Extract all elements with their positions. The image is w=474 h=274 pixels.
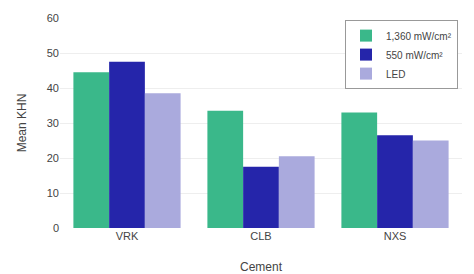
svg-text:40: 40 <box>47 82 59 94</box>
svg-text:Mean KHN: Mean KHN <box>15 94 29 153</box>
svg-text:0: 0 <box>53 222 59 234</box>
svg-text:LED: LED <box>386 69 405 80</box>
svg-text:50: 50 <box>47 47 59 59</box>
svg-text:60: 60 <box>47 12 59 24</box>
svg-text:550 mW/cm²: 550 mW/cm² <box>386 50 443 61</box>
svg-text:20: 20 <box>47 152 59 164</box>
svg-text:Cement: Cement <box>240 260 283 274</box>
svg-text:CLB: CLB <box>250 230 271 242</box>
svg-text:1,360 mW/cm²: 1,360 mW/cm² <box>386 31 452 42</box>
svg-text:10: 10 <box>47 187 59 199</box>
svg-text:NXS: NXS <box>384 230 407 242</box>
svg-text:VRK: VRK <box>116 230 139 242</box>
svg-text:30: 30 <box>47 117 59 129</box>
